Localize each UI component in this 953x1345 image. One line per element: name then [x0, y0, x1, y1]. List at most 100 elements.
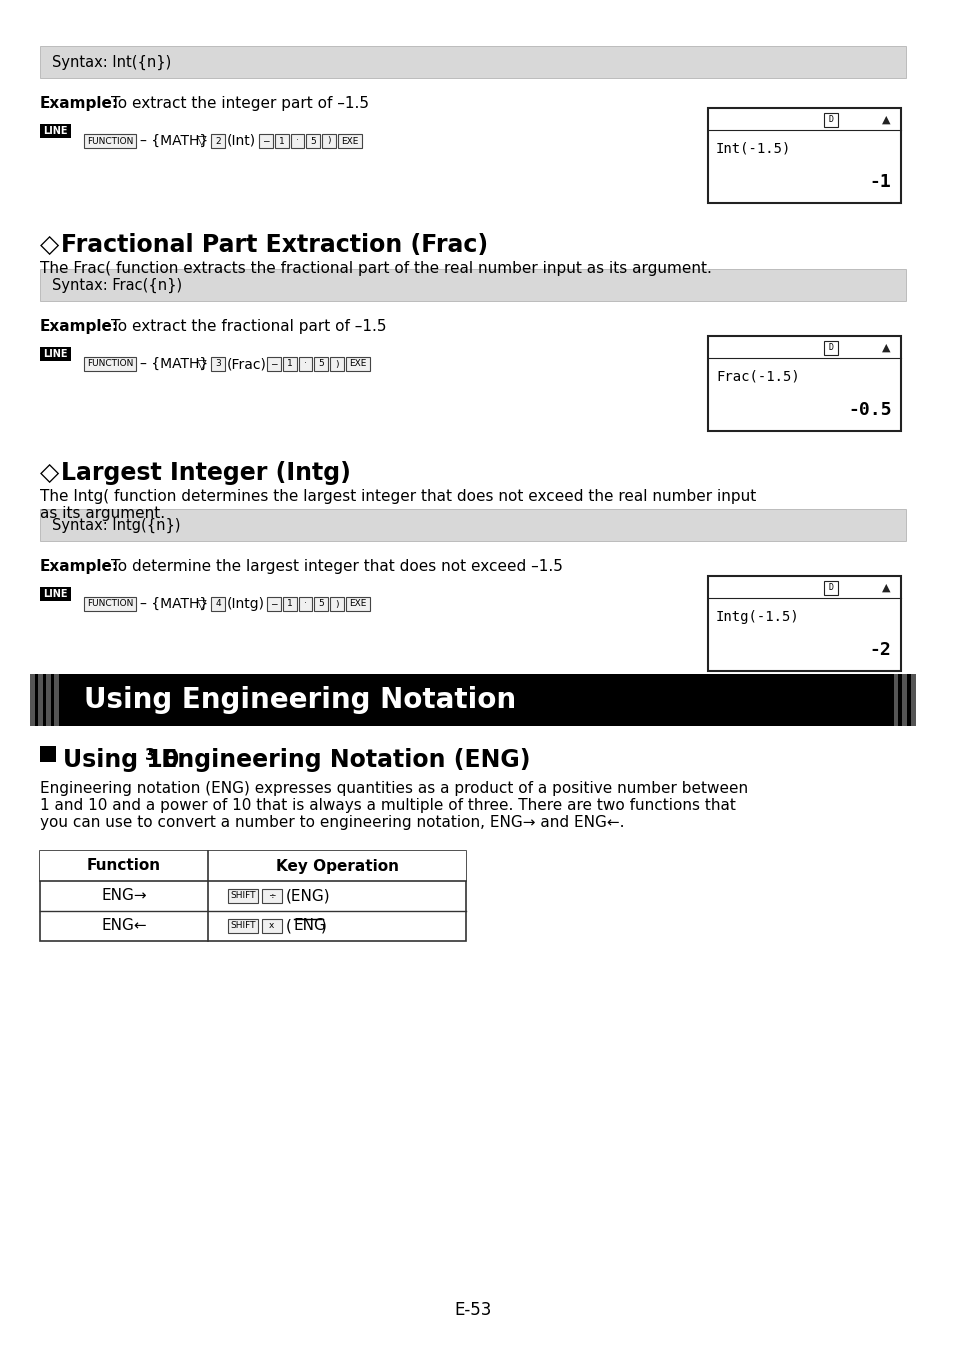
Text: D: D [828, 116, 833, 125]
Bar [261, 889, 281, 902]
Bar [40, 508, 905, 541]
Text: ▲: ▲ [882, 116, 890, 125]
Bar [40, 586, 71, 601]
Bar [337, 134, 361, 148]
Text: E-53: E-53 [454, 1301, 491, 1319]
Text: ENG: ENG [294, 919, 326, 933]
Text: LINE: LINE [43, 348, 68, 359]
Text: as its argument.: as its argument. [40, 506, 165, 521]
Text: To extract the fractional part of –1.5: To extract the fractional part of –1.5 [111, 319, 386, 334]
Text: (: ( [285, 919, 292, 933]
Text: Example:: Example: [40, 319, 119, 334]
Bar [267, 356, 280, 371]
Text: FUNCTION: FUNCTION [87, 136, 133, 145]
Text: (Frac): (Frac) [227, 356, 267, 371]
Bar [910, 674, 916, 726]
Text: 5: 5 [310, 136, 316, 145]
Text: Frac(-1.5): Frac(-1.5) [716, 370, 799, 385]
Text: -1: -1 [869, 174, 891, 191]
Bar [823, 113, 837, 126]
Text: ): ) [335, 600, 338, 608]
Text: 4: 4 [215, 600, 221, 608]
Text: Largest Integer (Intg): Largest Integer (Intg) [61, 461, 351, 486]
Bar [267, 597, 280, 611]
Text: Fractional Part Extraction (Frac): Fractional Part Extraction (Frac) [61, 233, 488, 257]
Text: Engineering notation (ENG) expresses quantities as a product of a positive numbe: Engineering notation (ENG) expresses qua… [40, 781, 747, 796]
Text: 1 and 10 and a power of 10 that is always a multiple of three. There are two fun: 1 and 10 and a power of 10 that is alway… [40, 798, 735, 812]
Bar [298, 597, 312, 611]
Bar [823, 581, 837, 594]
Text: 3: 3 [215, 359, 221, 369]
Bar [40, 851, 466, 941]
Bar [46, 674, 51, 726]
Text: −: − [270, 359, 277, 369]
Text: ): ) [327, 136, 331, 145]
Text: EXE: EXE [341, 136, 358, 145]
Bar [30, 674, 34, 726]
Text: – {MATH}: – {MATH} [140, 134, 208, 148]
Bar [40, 124, 71, 139]
Text: 1: 1 [287, 359, 293, 369]
Bar [40, 851, 466, 881]
Text: Key Operation: Key Operation [275, 858, 398, 873]
Bar [314, 356, 328, 371]
Text: FUNCTION: FUNCTION [87, 359, 133, 369]
Text: The Frac( function extracts the fractional part of the real number input as its : The Frac( function extracts the fraction… [40, 261, 711, 276]
Text: 3: 3 [145, 748, 155, 763]
Bar [306, 134, 320, 148]
Bar [346, 597, 370, 611]
Text: – {MATH}: – {MATH} [140, 597, 208, 611]
Text: D: D [828, 584, 833, 593]
Bar [84, 597, 135, 611]
Bar [258, 134, 273, 148]
Text: ▽: ▽ [197, 358, 207, 370]
Bar [707, 336, 901, 430]
Text: ÷: ÷ [268, 892, 275, 901]
Text: -0.5: -0.5 [847, 401, 891, 420]
Bar [84, 134, 135, 148]
Text: Engineering Notation (ENG): Engineering Notation (ENG) [152, 748, 530, 772]
Text: 5: 5 [318, 359, 324, 369]
Text: ▲: ▲ [882, 343, 890, 352]
Text: 2: 2 [215, 136, 221, 145]
Text: SHIFT: SHIFT [230, 892, 255, 901]
Bar [30, 674, 916, 726]
Text: Syntax: Int({n}): Syntax: Int({n}) [51, 54, 171, 70]
Text: Function: Function [87, 858, 161, 873]
Text: (ENG): (ENG) [285, 889, 330, 904]
Bar [211, 597, 225, 611]
Text: 1: 1 [287, 600, 293, 608]
Bar [322, 134, 335, 148]
Text: ▽: ▽ [197, 597, 207, 611]
Text: ·: · [304, 359, 307, 369]
Text: Example:: Example: [40, 95, 119, 112]
Text: you can use to convert a number to engineering notation, ENG→ and ENG←.: you can use to convert a number to engin… [40, 815, 623, 830]
Bar [38, 674, 43, 726]
Bar [274, 134, 289, 148]
Text: ENG→: ENG→ [101, 889, 147, 904]
Bar [40, 746, 55, 763]
Text: EXE: EXE [349, 359, 366, 369]
Bar [823, 342, 837, 355]
Bar [84, 356, 135, 371]
Text: LINE: LINE [43, 589, 68, 599]
Text: The Intg( function determines the largest integer that does not exceed the real : The Intg( function determines the larges… [40, 490, 755, 504]
Bar [298, 356, 312, 371]
Bar [314, 597, 328, 611]
Text: 1: 1 [278, 136, 284, 145]
Text: To extract the integer part of –1.5: To extract the integer part of –1.5 [111, 95, 369, 112]
Text: (Intg): (Intg) [227, 597, 265, 611]
Text: Intg(-1.5): Intg(-1.5) [716, 611, 799, 624]
Text: ◇: ◇ [40, 461, 59, 486]
Text: Example:: Example: [40, 560, 119, 574]
Text: Using Engineering Notation: Using Engineering Notation [84, 686, 516, 714]
Bar [330, 597, 344, 611]
Text: D: D [828, 343, 833, 352]
Bar [40, 269, 905, 301]
Bar [53, 674, 58, 726]
Bar [282, 597, 296, 611]
Text: EXE: EXE [349, 600, 366, 608]
Bar [228, 919, 257, 933]
Bar [330, 356, 344, 371]
Text: LINE: LINE [43, 126, 68, 136]
